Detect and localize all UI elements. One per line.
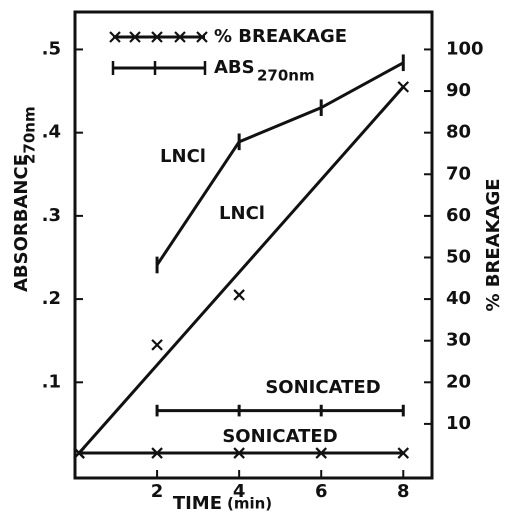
y2-tick-label: 50 [446, 246, 471, 267]
legend-label-sub: 270nm [257, 67, 315, 85]
x-marker [233, 289, 245, 301]
y2-tick-label: 60 [446, 205, 471, 226]
y-axis-label-sub: 270nm [21, 106, 39, 164]
annotation: LNCl [219, 203, 265, 224]
x-axis-label: TIME [173, 493, 222, 514]
legend-label: ABS [214, 57, 255, 78]
x-tick-label: 8 [397, 481, 410, 502]
y2-tick-label: 40 [446, 288, 471, 309]
x-marker [174, 31, 186, 43]
x-marker [151, 31, 163, 43]
y-tick-label: .5 [42, 38, 61, 59]
x-marker [315, 447, 327, 459]
x-tick-label: 2 [151, 481, 164, 502]
y2-axis-label: % BREAKAGE [483, 178, 504, 311]
y-axis-label: ABSORBANCE [11, 154, 32, 292]
x-marker-stroke [315, 447, 327, 459]
y-tick-label: .3 [42, 205, 61, 226]
x-marker-stroke [151, 31, 163, 43]
y2-tick-label: 90 [446, 80, 471, 101]
plot-frame [73, 10, 434, 480]
x-marker [151, 447, 163, 459]
x-marker [109, 31, 121, 43]
x-marker-stroke [196, 31, 208, 43]
x-marker-stroke [73, 447, 85, 459]
x-tick-label: 4 [233, 481, 246, 502]
x-marker-stroke [233, 289, 245, 301]
legend-label: % BREAKAGE [214, 26, 347, 47]
x-marker-stroke [109, 31, 121, 43]
y2-tick-label: 70 [446, 163, 471, 184]
x-marker [151, 339, 163, 351]
y-tick-label: .2 [42, 288, 61, 309]
y-axis-label-group: ABSORBANCE 270nm [11, 106, 39, 292]
x-marker-stroke [397, 447, 410, 459]
x-marker-stroke [397, 81, 410, 93]
y2-tick-label: 100 [446, 38, 484, 59]
y-tick-label: .1 [42, 371, 61, 392]
series-line [155, 61, 404, 266]
y2-tick-label: 30 [446, 330, 471, 351]
annotation: SONICATED [265, 377, 380, 398]
x-marker-stroke [151, 447, 163, 459]
x-marker [397, 447, 410, 459]
y2-tick-label: 20 [446, 371, 471, 392]
y2-tick-label: 10 [446, 413, 471, 434]
x-tick-label: 6 [315, 481, 328, 502]
fit-line [77, 85, 405, 455]
x-axis-unit: (min) [227, 495, 272, 513]
x-marker-stroke [129, 31, 141, 43]
x-marker [196, 31, 208, 43]
annotation: SONICATED [222, 426, 337, 447]
x-marker-stroke [174, 31, 186, 43]
x-marker [129, 31, 141, 43]
y2-tick-label: 80 [446, 122, 471, 143]
x-marker [397, 81, 410, 93]
x-marker [233, 447, 245, 459]
x-marker [73, 447, 85, 459]
x-marker-stroke [233, 447, 245, 459]
x-marker-stroke [151, 339, 163, 351]
y-tick-label: .4 [42, 122, 61, 143]
annotation: LNCl [160, 146, 206, 167]
